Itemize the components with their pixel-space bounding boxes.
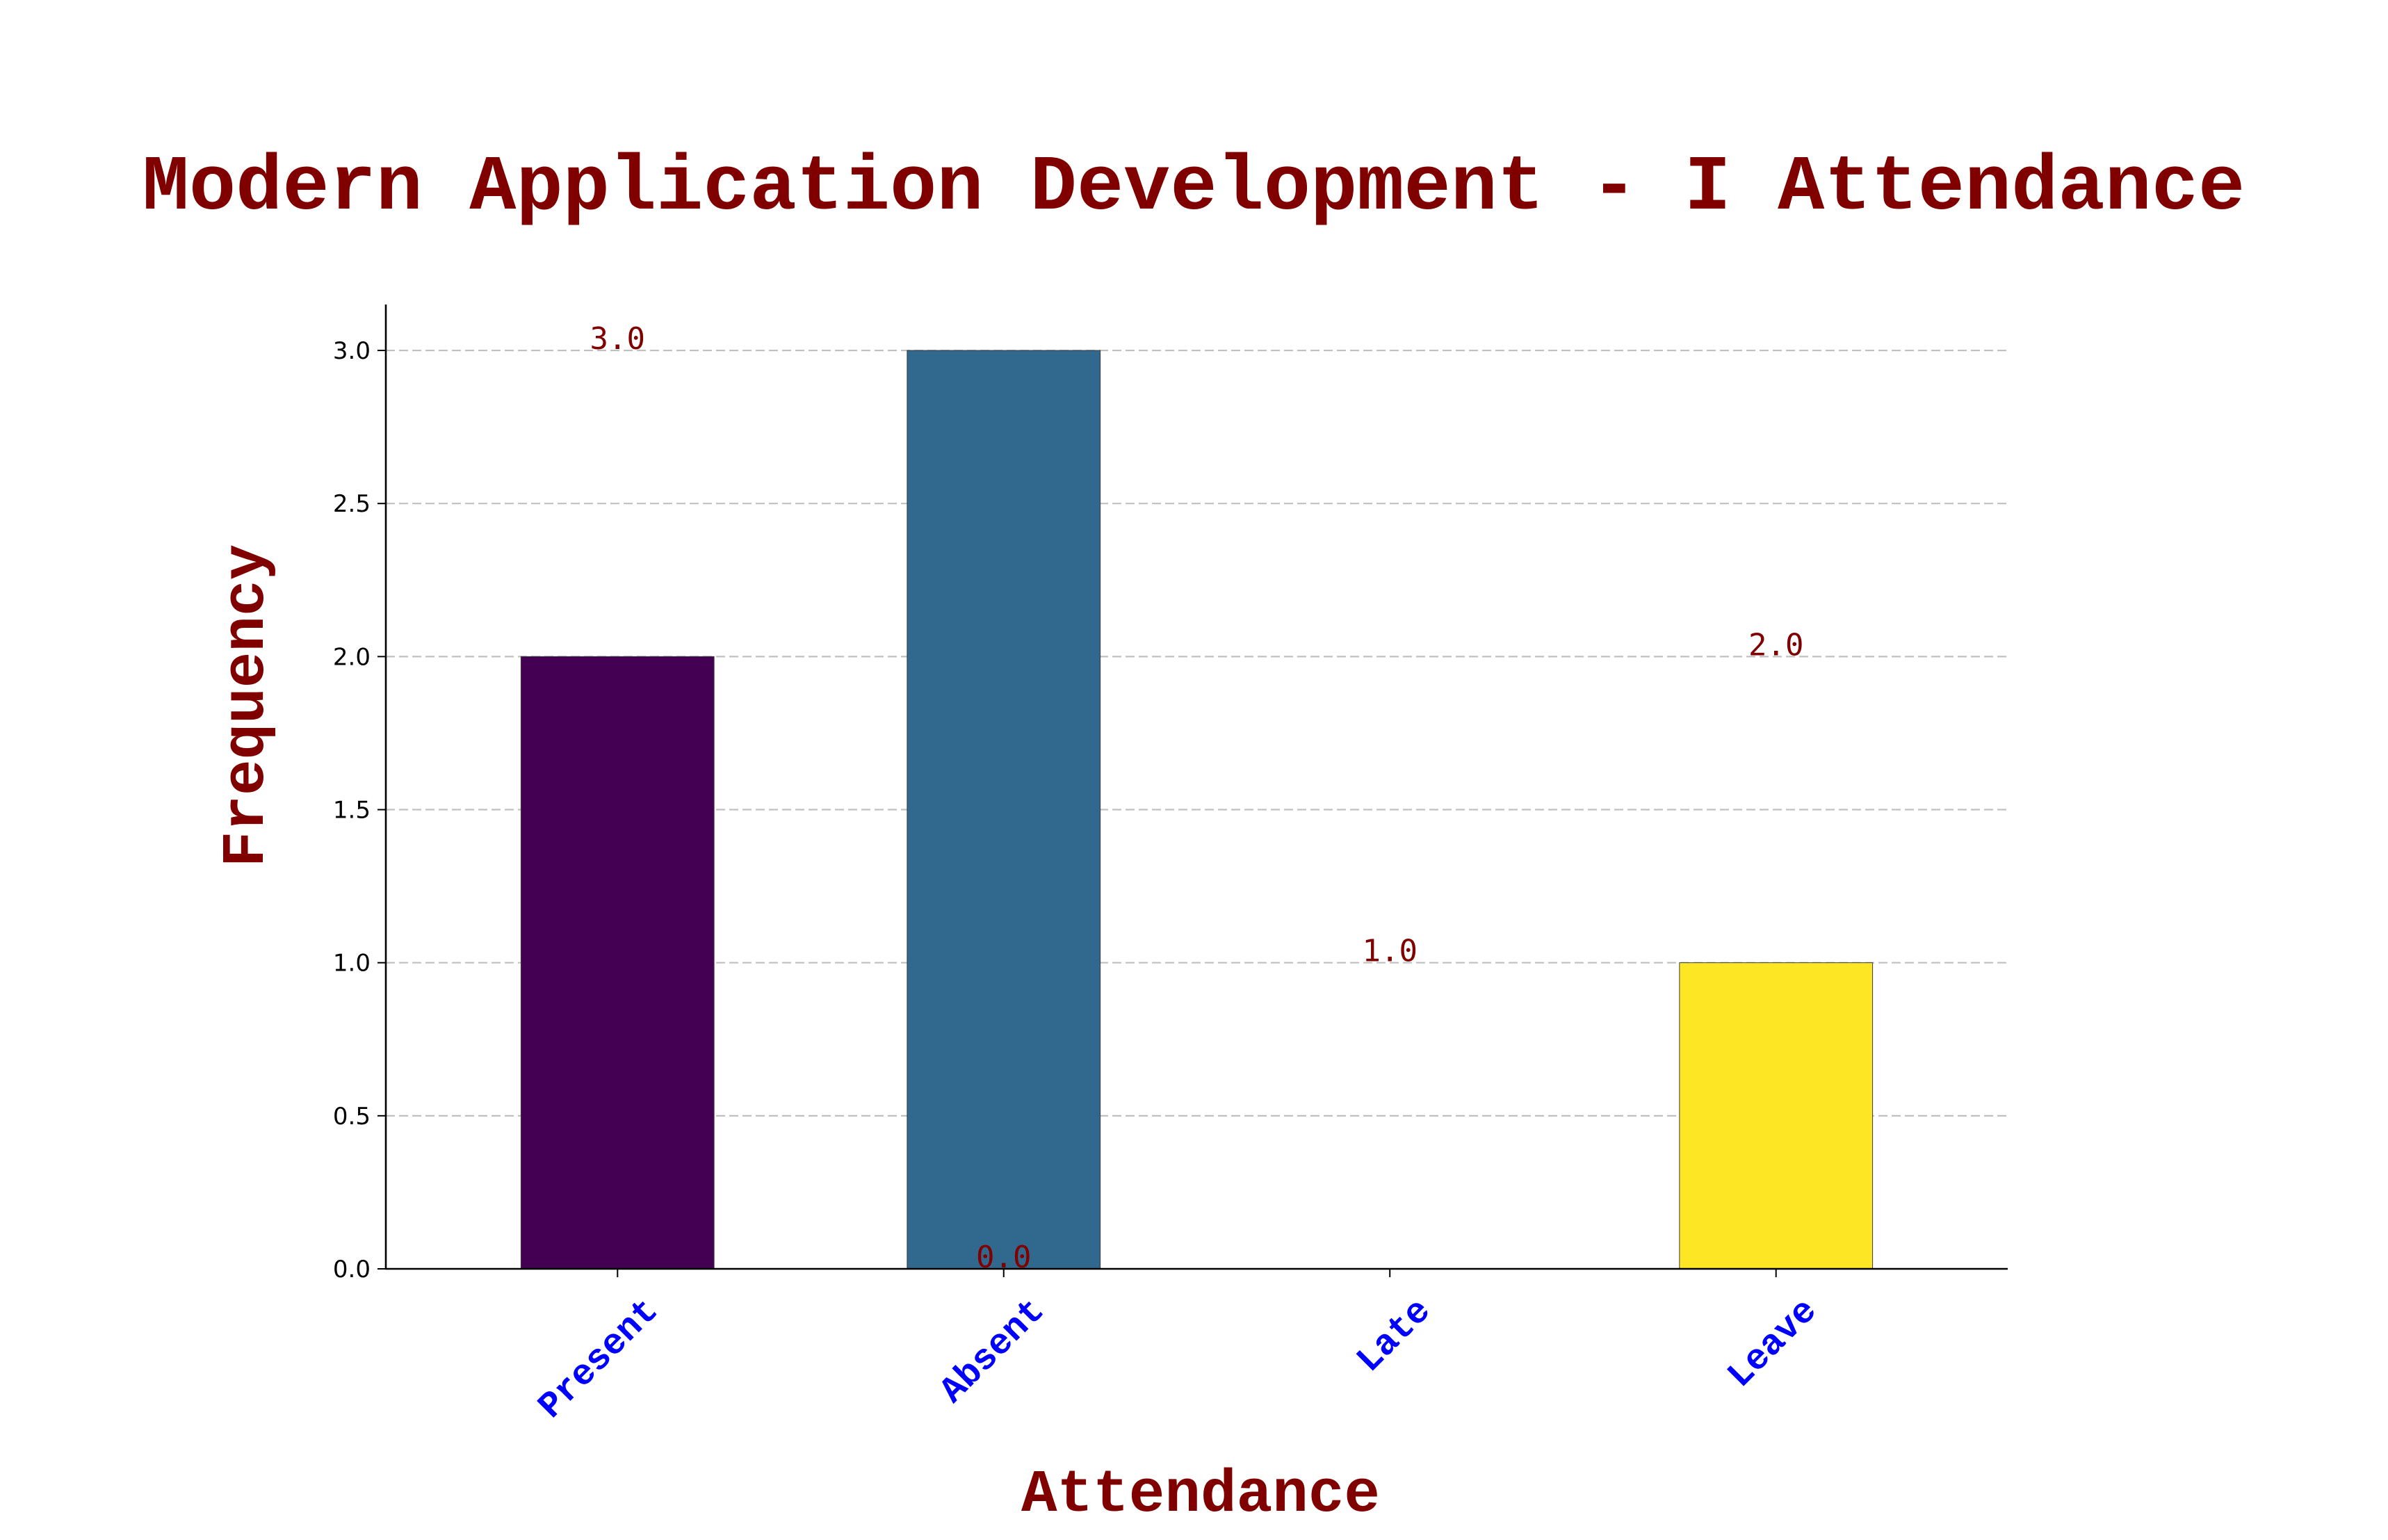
y-tick-label: 0.0 [333, 1256, 371, 1283]
y-tick-label: 3.0 [333, 337, 371, 365]
x-tick-label-leave: Leave [1720, 1291, 1826, 1397]
bar-leave [1679, 962, 1874, 1270]
y-tick-label: 1.5 [333, 797, 371, 825]
y-tick-label: 0.5 [333, 1103, 371, 1130]
x-tick-label-late: Late [1349, 1291, 1440, 1381]
bars [520, 350, 1874, 1270]
y-tick-label: 1.0 [333, 950, 371, 978]
data-label-present: 2.0 [1748, 627, 1803, 663]
bar-present [520, 656, 715, 1270]
x-axis-label: Attendance [1021, 1461, 1380, 1529]
x-tick-label-absent: Absent [932, 1291, 1053, 1412]
bar-absent [907, 350, 1101, 1270]
chart-title: Modern Application Development - I Atten… [143, 144, 2245, 232]
y-tick-label: 2.0 [333, 643, 371, 671]
y-axis-label: Frequency [213, 544, 281, 867]
bar-value-labels: 2.0 3.0 0.0 1.0 [590, 321, 1804, 1275]
y-ticks: 0.0 0.5 1.0 1.5 2.0 2.5 3.0 [333, 337, 386, 1283]
axes [384, 305, 2008, 1270]
data-label-leave: 1.0 [1362, 934, 1417, 969]
data-label-absent: 3.0 [590, 321, 645, 357]
x-ticks: Present Absent Late Leave [530, 1269, 1826, 1427]
data-label-late: 0.0 [976, 1240, 1031, 1275]
x-tick-label-present: Present [530, 1291, 667, 1427]
y-tick-label: 2.5 [333, 490, 371, 518]
